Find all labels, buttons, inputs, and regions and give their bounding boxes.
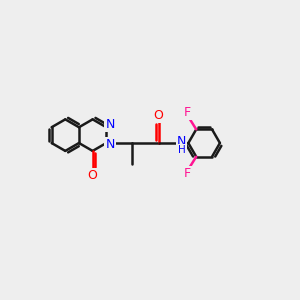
Text: N: N: [106, 138, 115, 151]
Text: F: F: [184, 167, 191, 180]
Text: N: N: [106, 118, 115, 131]
Text: N: N: [177, 135, 187, 148]
Text: F: F: [184, 106, 191, 118]
Text: H: H: [178, 145, 186, 155]
Text: O: O: [88, 169, 98, 182]
Text: O: O: [154, 109, 164, 122]
